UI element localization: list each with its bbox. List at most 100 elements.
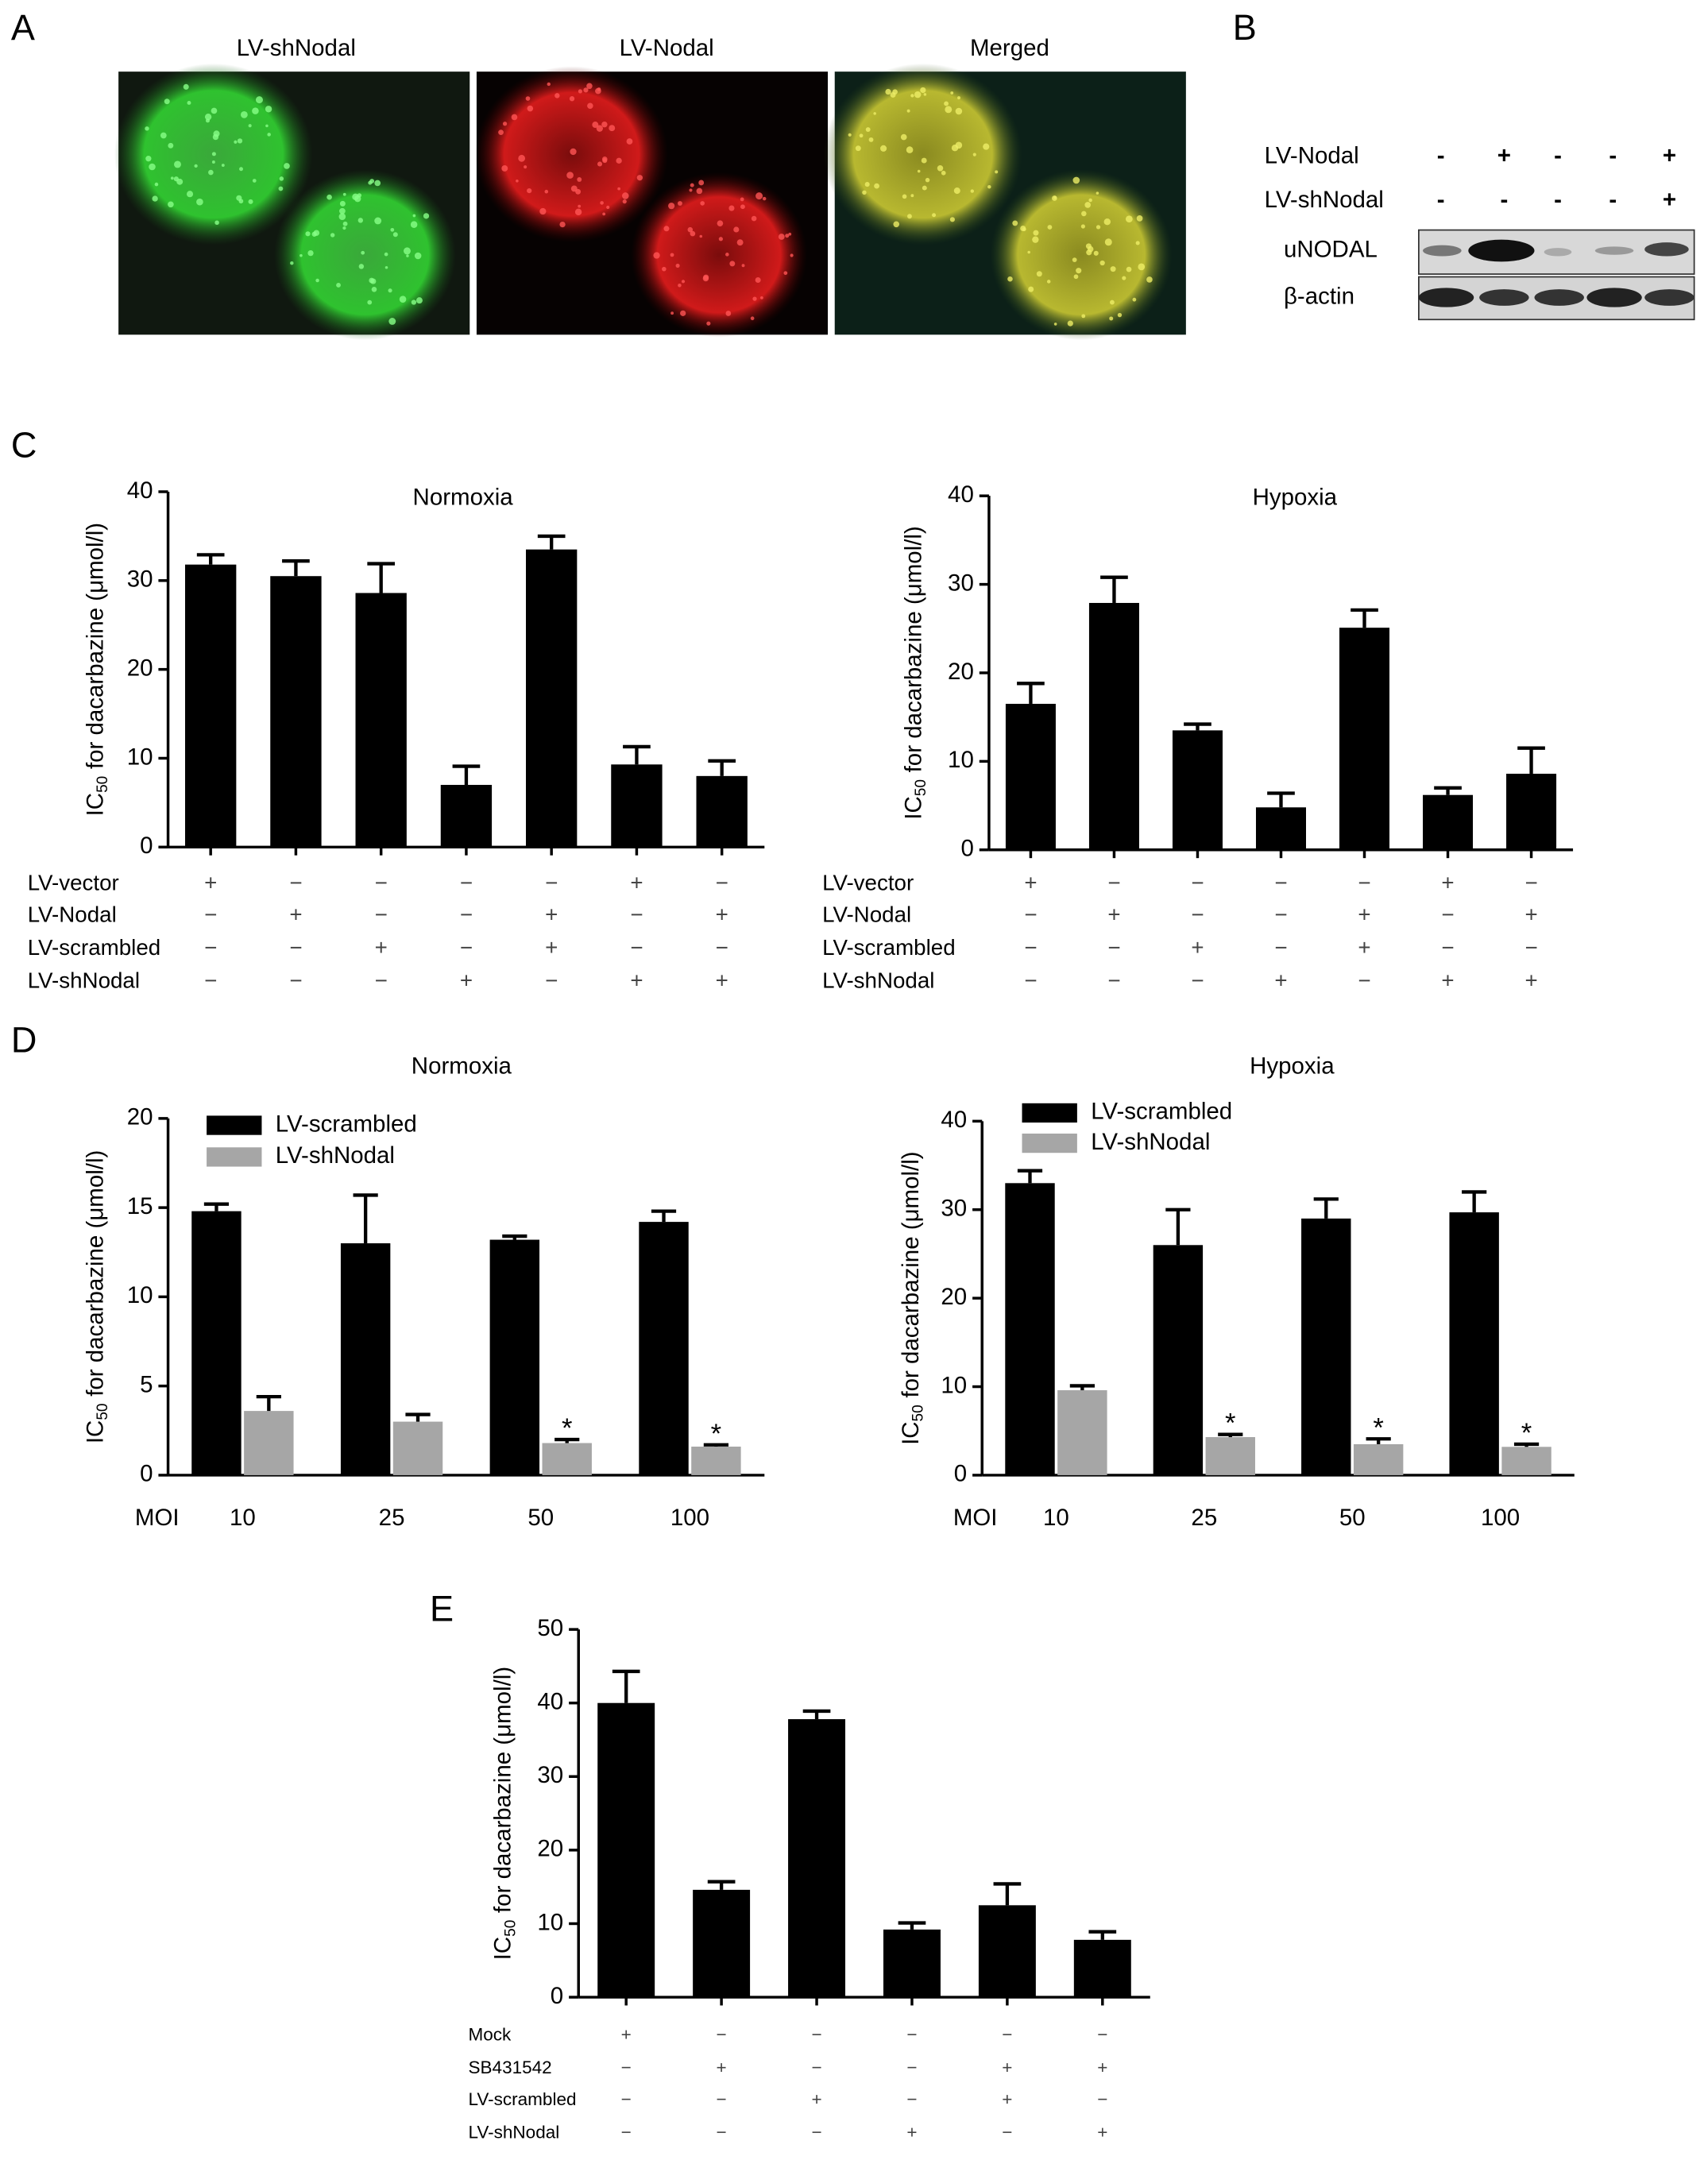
speckle — [953, 187, 960, 195]
speckle — [1136, 215, 1143, 222]
speckle — [957, 96, 960, 100]
speckle — [240, 110, 248, 118]
condition-sign: − — [1097, 2025, 1107, 2045]
speckle — [680, 310, 686, 316]
speckle — [265, 106, 272, 113]
bar — [392, 1421, 443, 1475]
condition-sign: − — [1524, 935, 1537, 960]
bar — [1005, 703, 1056, 850]
bar — [526, 549, 578, 848]
bar — [1088, 602, 1139, 850]
error-bar — [537, 534, 566, 550]
speckle — [357, 218, 364, 223]
y-tick-label: 40 — [537, 1688, 563, 1714]
bar — [597, 1702, 655, 1998]
speckle — [907, 214, 912, 219]
y-tick-label: 20 — [941, 1284, 967, 1310]
bar — [1205, 1437, 1255, 1475]
speckle — [371, 286, 377, 292]
speckle — [511, 114, 518, 121]
condition-sign: − — [630, 902, 643, 926]
speckle — [587, 102, 593, 110]
speckle — [1073, 274, 1079, 280]
y-tick-label: 10 — [941, 1372, 967, 1398]
speckle — [1109, 316, 1114, 321]
speckle — [865, 127, 871, 133]
speckle — [211, 152, 216, 156]
condition-sign: − — [1441, 902, 1454, 926]
speckle — [1072, 257, 1077, 263]
speckle — [501, 165, 508, 172]
band — [1644, 242, 1689, 257]
speckle — [740, 197, 744, 202]
error-bar — [256, 1394, 281, 1412]
speckle — [751, 215, 757, 222]
error-bar — [1100, 575, 1128, 603]
speckle — [921, 157, 927, 164]
error-bar — [1218, 1432, 1243, 1438]
y-label-part: for dacarbazine (μmol/l) — [82, 523, 108, 769]
speckle — [740, 204, 745, 210]
condition-sign: + — [1441, 870, 1454, 895]
speckle — [778, 234, 785, 240]
condition-sign: + — [1358, 935, 1370, 960]
speckle — [700, 201, 705, 206]
condition-sign: − — [906, 2025, 917, 2045]
speckle — [361, 250, 365, 255]
condition-name: LV-shNodal — [1265, 187, 1384, 213]
speckle — [248, 199, 253, 204]
speckle — [399, 296, 407, 303]
speckle — [205, 118, 211, 123]
speckle — [211, 160, 215, 164]
y-tick-label: 20 — [127, 1104, 153, 1130]
condition-sign: − — [460, 902, 473, 926]
x-tick-label: 50 — [1339, 1505, 1366, 1531]
band — [1418, 288, 1474, 307]
condition-sign: − — [1191, 870, 1204, 895]
speckle — [586, 83, 593, 90]
speckle — [174, 160, 181, 168]
speckle — [186, 191, 194, 198]
bar — [696, 775, 748, 848]
condition-sign: + — [717, 2058, 727, 2077]
speckle — [374, 217, 382, 225]
error-bar — [1462, 1190, 1487, 1213]
condition-name: LV-vector — [28, 870, 119, 895]
condition-sign: − — [289, 935, 302, 960]
x-axis-label: MOI — [135, 1505, 180, 1531]
speckle — [544, 189, 549, 194]
legend-swatch — [207, 1147, 262, 1167]
y-label-part: 50 — [913, 779, 929, 796]
speckle — [987, 184, 991, 189]
band-label: uNODAL — [1284, 236, 1378, 262]
bar — [1449, 1212, 1499, 1475]
speckle — [1081, 211, 1087, 217]
x-tick-label: 100 — [670, 1505, 709, 1531]
speckle — [527, 105, 534, 112]
speckle — [885, 88, 891, 95]
condition-sign: − — [289, 870, 302, 895]
bar — [1172, 730, 1223, 850]
speckle — [675, 263, 680, 268]
error-bar — [1366, 1437, 1391, 1444]
speckle — [236, 195, 242, 201]
speckle — [698, 180, 705, 186]
error-bar — [282, 559, 310, 577]
y-label-part: for dacarbazine (μmol/l) — [82, 1150, 108, 1397]
error-bar — [707, 1880, 736, 1890]
condition-sign: − — [1107, 870, 1120, 895]
speckle — [388, 318, 396, 325]
speckle — [864, 182, 870, 187]
speckle — [1086, 249, 1092, 256]
error-bar — [367, 562, 396, 593]
y-tick-label: 40 — [941, 1107, 967, 1133]
condition-sign: + — [1497, 142, 1511, 168]
condition-sign: - — [1500, 187, 1508, 213]
y-tick-label: 10 — [948, 747, 974, 773]
condition-sign: − — [1274, 902, 1287, 926]
condition-sign: − — [811, 2123, 821, 2143]
speckle — [369, 277, 375, 284]
condition-sign: − — [1191, 902, 1204, 926]
speckle — [213, 130, 220, 137]
